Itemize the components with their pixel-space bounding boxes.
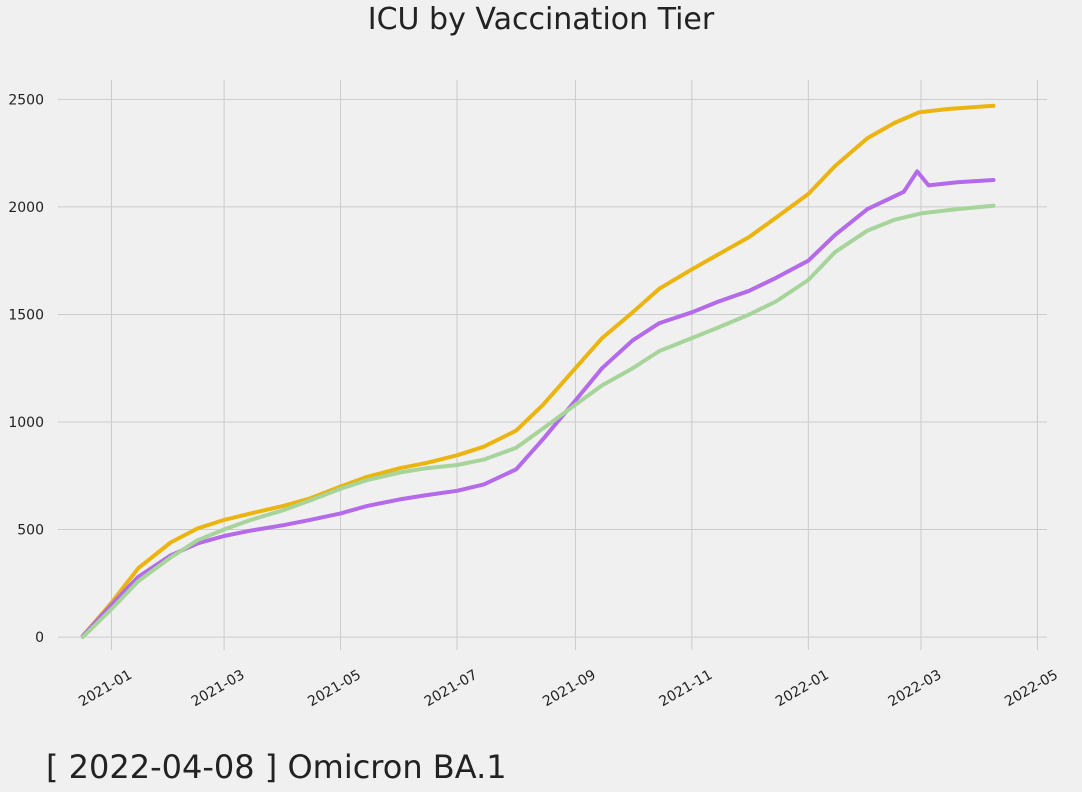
x-gridlines	[110, 80, 1038, 650]
x-tick-label: 2022-03	[886, 667, 945, 710]
x-tick-label: 2021-03	[189, 667, 248, 710]
x-tick-label: 2021-11	[657, 667, 716, 710]
y-tick-label: 2500	[8, 92, 44, 108]
x-tick-label: 2021-01	[76, 667, 135, 710]
y-tick-labels: 0 500 1000 1500 2000 2500	[8, 92, 44, 646]
y-tick-label: 500	[17, 523, 44, 539]
y-gridlines	[58, 98, 1047, 638]
date-variant-caption: [ 2022-04-08 ] Omicron BA.1	[46, 748, 507, 786]
y-tick-label: 1500	[8, 307, 44, 323]
series-line-3	[80, 203, 996, 640]
x-tick-label: 2022-05	[1002, 667, 1061, 710]
y-tick-label: 1000	[8, 415, 44, 431]
x-tick-label: 2021-05	[305, 667, 364, 710]
x-tick-label: 2022-01	[773, 667, 832, 710]
chart-title: ICU by Vaccination Tier	[367, 2, 715, 37]
series-line-2	[80, 169, 996, 638]
series-line-1	[80, 103, 996, 638]
x-tick-labels: 2021-01 2021-03 2021-05 2021-07 2021-09 2021-…	[76, 667, 1061, 710]
y-tick-label: 2000	[8, 200, 44, 216]
x-tick-label: 2021-09	[540, 667, 599, 710]
y-tick-label: 0	[35, 630, 44, 646]
x-tick-label: 2021-07	[422, 667, 481, 710]
series-lines	[80, 103, 996, 640]
